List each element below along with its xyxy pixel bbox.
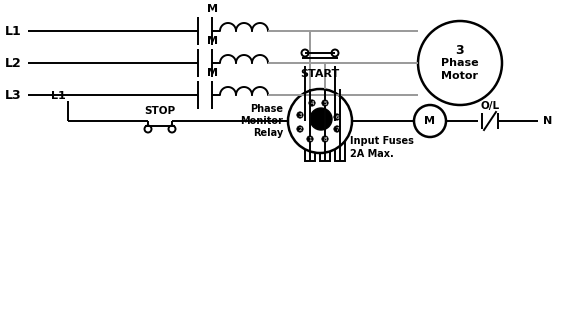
Text: Phase: Phase xyxy=(441,58,479,68)
Circle shape xyxy=(334,114,340,120)
Text: L1: L1 xyxy=(51,91,66,101)
Circle shape xyxy=(297,126,303,132)
Bar xyxy=(305,131,315,161)
Circle shape xyxy=(307,136,313,142)
Text: Phase: Phase xyxy=(250,104,283,114)
Circle shape xyxy=(418,21,502,105)
Text: M: M xyxy=(207,36,218,46)
Text: 2A Max.: 2A Max. xyxy=(350,149,394,159)
Circle shape xyxy=(297,112,303,118)
Text: Input Fuses: Input Fuses xyxy=(350,136,414,146)
Circle shape xyxy=(414,105,446,137)
Bar xyxy=(320,131,330,161)
Text: Monitor: Monitor xyxy=(240,116,283,126)
Text: L1: L1 xyxy=(5,24,22,37)
Text: 7: 7 xyxy=(335,126,339,131)
Bar xyxy=(335,131,345,161)
Text: START: START xyxy=(300,69,340,79)
Circle shape xyxy=(322,136,328,142)
Text: 3: 3 xyxy=(455,43,465,57)
Circle shape xyxy=(322,100,328,106)
Text: 8: 8 xyxy=(323,136,327,141)
Text: N: N xyxy=(543,116,552,126)
Text: M: M xyxy=(207,68,218,78)
Text: 3: 3 xyxy=(298,113,302,118)
Text: 2: 2 xyxy=(298,126,302,131)
Circle shape xyxy=(310,108,332,130)
Circle shape xyxy=(288,89,352,153)
Text: M: M xyxy=(425,116,435,126)
Text: L2: L2 xyxy=(5,57,22,70)
Text: STOP: STOP xyxy=(144,106,176,116)
Text: 1: 1 xyxy=(308,136,312,141)
Text: 5: 5 xyxy=(323,101,327,106)
Text: 6: 6 xyxy=(335,115,339,119)
Text: O/L: O/L xyxy=(481,101,499,111)
Text: M: M xyxy=(207,4,218,14)
Circle shape xyxy=(309,100,315,106)
Text: 4: 4 xyxy=(310,101,314,106)
Text: L3: L3 xyxy=(5,88,22,102)
Text: Relay: Relay xyxy=(253,128,283,138)
Text: Motor: Motor xyxy=(442,71,478,81)
Circle shape xyxy=(334,126,340,132)
